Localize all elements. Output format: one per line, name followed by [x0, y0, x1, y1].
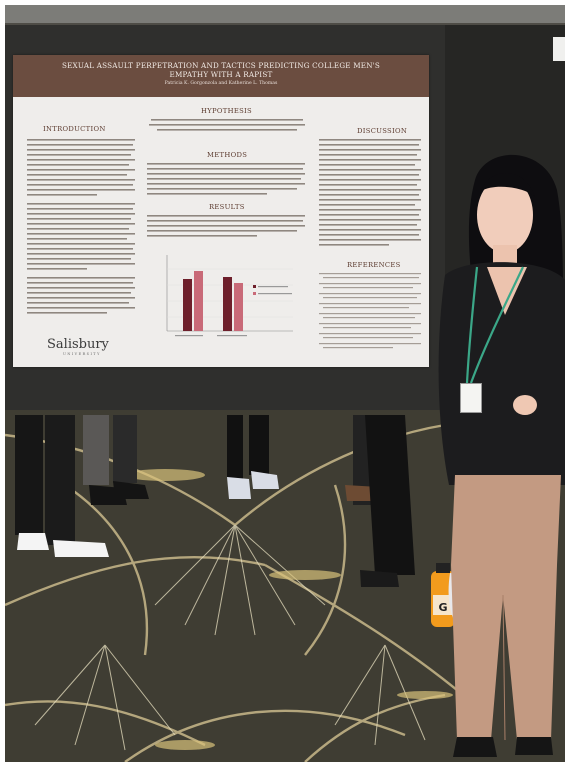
poster-header: SEXUAL ASSAULT PERPETRATION AND TACTICS …: [13, 55, 429, 97]
heading-references: REFERENCES: [347, 261, 401, 269]
poster-title: SEXUAL ASSAULT PERPETRATION AND TACTICS …: [61, 61, 381, 79]
heading-discussion: DISCUSSION: [357, 127, 408, 135]
heading-results: RESULTS: [209, 203, 245, 211]
results-text-block: [147, 213, 307, 239]
presenter: [438, 154, 565, 757]
wall-sign: [553, 37, 565, 61]
text-lines: [27, 139, 135, 314]
photo: SEXUAL ASSAULT PERPETRATION AND TACTICS …: [5, 5, 565, 762]
legend-swatch-light: [253, 292, 256, 295]
visitor-legs: [15, 415, 415, 587]
ceiling: [5, 5, 565, 25]
methods-text-block: [147, 161, 307, 201]
heading-introduction: INTRODUCTION: [43, 125, 106, 133]
research-poster: SEXUAL ASSAULT PERPETRATION AND TACTICS …: [13, 55, 429, 367]
name-badge: [460, 383, 482, 413]
bar-group2-dark: [223, 277, 232, 331]
poster-authors: Patricia K. Gorgonzola and Katherine L. …: [164, 81, 278, 86]
discussion-text-block: [319, 137, 423, 257]
hypothesis-text-block: [147, 117, 307, 137]
bar-group2-light: [234, 283, 243, 331]
legend-swatch-dark: [253, 285, 256, 288]
bar-group1-light: [194, 271, 203, 331]
bottle-logo: G: [438, 601, 448, 614]
heading-hypothesis: HYPOTHESIS: [201, 107, 252, 115]
references-text-block: [319, 271, 423, 357]
bar-group1-dark: [183, 279, 192, 331]
heading-methods: METHODS: [207, 151, 248, 159]
university-logo-sub: UNIVERSITY: [63, 352, 101, 356]
introduction-text-block: [27, 137, 137, 327]
results-bar-chart: [166, 255, 293, 337]
university-logo: Salisbury: [47, 337, 109, 352]
